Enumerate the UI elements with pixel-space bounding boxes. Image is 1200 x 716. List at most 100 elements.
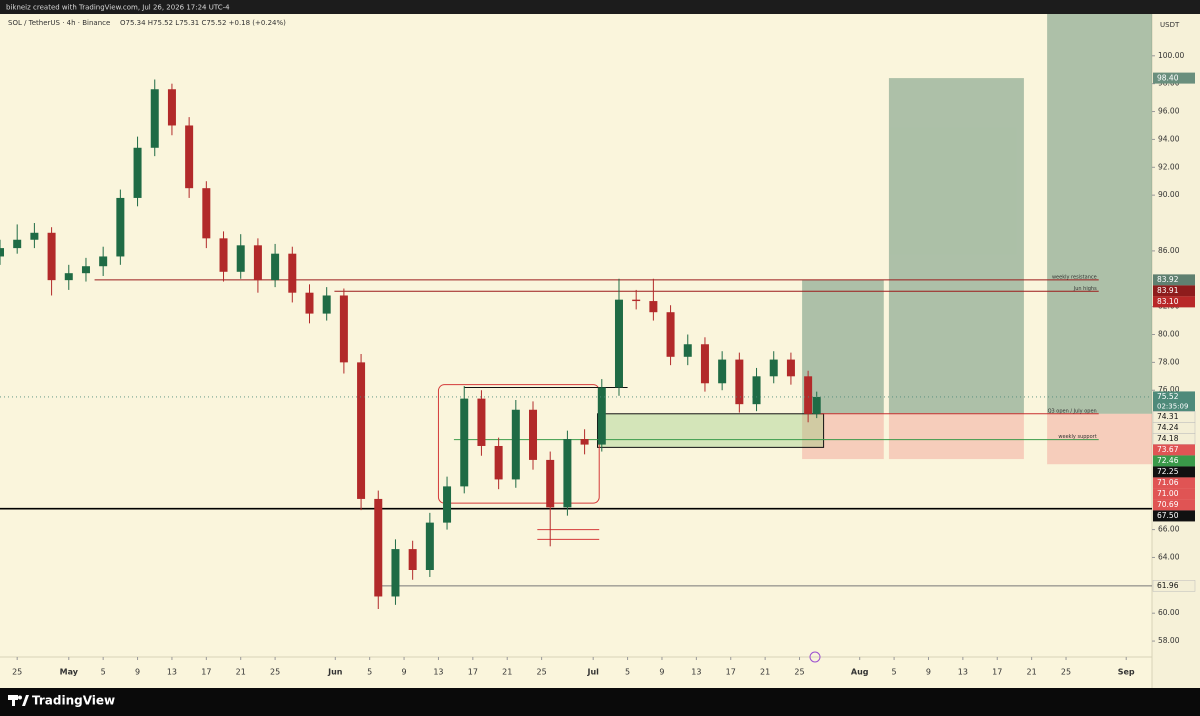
candle-body [649, 301, 658, 313]
candle-body [786, 359, 795, 377]
candle-body [700, 344, 709, 384]
y-tick-label: 76.00 [1158, 385, 1180, 394]
candle-body [563, 439, 572, 508]
candle-body [580, 439, 589, 445]
price-tag-label: 74.24 [1157, 423, 1179, 432]
logo-mark [12, 695, 15, 706]
x-tick-label: May [60, 668, 79, 677]
x-tick-label: 9 [135, 668, 140, 677]
y-tick-label: 92.00 [1158, 162, 1180, 171]
position-stop [802, 413, 884, 460]
x-tick-label: 25 [794, 668, 804, 677]
ohlc-legend: O75.34 H75.52 L75.31 C75.52 +0.18 (+0.24… [120, 19, 286, 27]
footer-bar [0, 688, 1200, 716]
candle-body [185, 125, 194, 189]
line-label: Jun highs [1073, 286, 1097, 292]
candle-body [167, 89, 176, 126]
candle-body [391, 549, 400, 597]
candle-body [13, 239, 22, 249]
y-tick-label: 90.00 [1158, 190, 1180, 199]
price-tag-label: 83.91 [1157, 286, 1179, 295]
x-tick-label: 5 [625, 668, 630, 677]
symbol-title: SOL / TetherUS · 4h · Binance [8, 19, 110, 27]
position-target [802, 279, 884, 414]
price-tag-countdown: 02:35:09 [1157, 402, 1188, 410]
brand-logo [8, 695, 29, 706]
price-tag [1153, 466, 1195, 478]
price-tag [1153, 477, 1195, 489]
candle-body [253, 245, 262, 281]
x-tick-label: 13 [167, 668, 177, 677]
candle-body [632, 299, 641, 302]
position-target [1047, 14, 1152, 414]
x-tick-label: 25 [270, 668, 280, 677]
x-tick-label: Aug [851, 668, 869, 677]
x-tick-label: Jul [586, 668, 599, 677]
logo-mark [18, 695, 22, 700]
x-tick-label: 9 [402, 668, 407, 677]
price-tag-label: 71.06 [1157, 478, 1179, 487]
candle-body [116, 197, 125, 257]
price-tag-label: 72.25 [1157, 467, 1179, 476]
y-tick-label: 100.00 [1158, 51, 1184, 60]
candle-body [357, 362, 366, 499]
price-tag [1153, 285, 1195, 297]
candle-body [425, 522, 434, 570]
x-tick-label: 21 [1027, 668, 1037, 677]
price-tag-label: 75.52 [1157, 392, 1179, 401]
price-tag [1153, 455, 1195, 467]
candle-body [288, 253, 297, 293]
x-tick-label: 25 [1061, 668, 1071, 677]
x-tick-label: 9 [926, 668, 931, 677]
x-tick-label: 9 [659, 668, 664, 677]
candle-body [460, 398, 469, 487]
x-tick-label: 17 [992, 668, 1002, 677]
candle-body [408, 549, 417, 570]
x-tick-label: 21 [760, 668, 770, 677]
x-tick-label: 25 [12, 668, 22, 677]
x-tick-label: 13 [433, 668, 443, 677]
y-tick-label: 94.00 [1158, 134, 1180, 143]
x-tick-label: 17 [726, 668, 736, 677]
candle-body [812, 396, 821, 414]
candle-body [477, 398, 486, 446]
y-tick-label: 60.00 [1158, 608, 1180, 617]
candle-body [322, 295, 331, 314]
x-tick-label: 17 [201, 668, 211, 677]
position-target [888, 78, 1024, 414]
drawings-layer: 58.0060.0064.0066.0076.0078.0080.0082.00… [0, 14, 1196, 677]
candle-body [339, 295, 348, 363]
price-tag-label: 71.00 [1157, 489, 1179, 498]
price-tag [1153, 444, 1195, 456]
x-tick-label: 21 [236, 668, 246, 677]
position-stop [1047, 413, 1152, 465]
candle-body [666, 312, 675, 357]
x-tick-label: 25 [537, 668, 547, 677]
x-tick-label: 13 [691, 668, 701, 677]
y-tick-label: 96.00 [1158, 107, 1180, 116]
price-tag [1152, 580, 1196, 592]
price-tag-label: 70.69 [1157, 500, 1179, 509]
y-tick-label: 80.00 [1158, 330, 1180, 339]
candle-body [64, 273, 73, 281]
logo-mark [22, 695, 29, 706]
price-tag-label: 72.46 [1157, 456, 1179, 465]
price-tag [1153, 391, 1195, 412]
candle-body [271, 253, 280, 281]
candle-body [597, 387, 606, 445]
line-label: weekly resistance [1052, 274, 1097, 280]
candle-body [735, 359, 744, 405]
price-tag-label: 98.40 [1157, 73, 1179, 82]
price-tag [1153, 510, 1195, 522]
y-tick-label: 78.00 [1158, 357, 1180, 366]
price-axis-panel [1152, 14, 1200, 688]
candle-body [546, 459, 555, 508]
price-tag-label: 67.50 [1157, 511, 1179, 520]
zone [596, 413, 825, 448]
y-tick-label: 64.00 [1158, 552, 1180, 561]
price-tag [1153, 499, 1195, 511]
price-tag-label: 74.31 [1157, 412, 1179, 421]
candle-body [443, 486, 452, 523]
currency: USDT [1160, 21, 1180, 29]
